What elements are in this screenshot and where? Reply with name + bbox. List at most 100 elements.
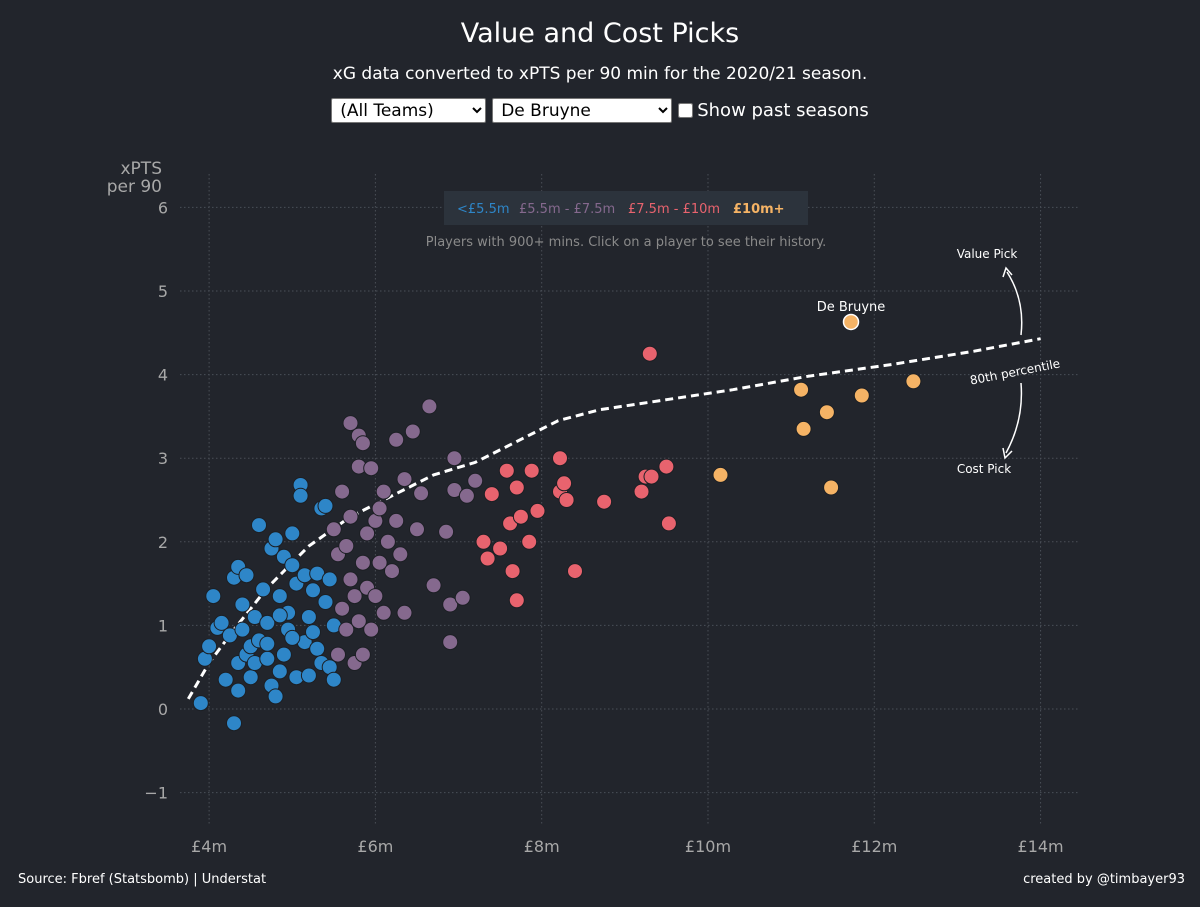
data-point-series-1[interactable] (375, 483, 392, 500)
data-point-series-0[interactable] (271, 663, 288, 680)
data-point-series-1[interactable] (409, 521, 425, 538)
data-point-series-1[interactable] (442, 634, 459, 651)
data-point-series-2[interactable] (475, 533, 492, 550)
data-point-series-1[interactable] (354, 554, 371, 571)
data-point-series-0[interactable] (255, 581, 272, 598)
data-point-series-0[interactable] (309, 640, 326, 657)
data-point-series-1[interactable] (379, 533, 396, 550)
data-point-series-3[interactable] (712, 466, 729, 483)
data-point-series-1[interactable] (467, 472, 484, 489)
data-point-series-0[interactable] (305, 624, 321, 641)
data-point-series-2[interactable] (558, 492, 575, 508)
data-point-series-2[interactable] (508, 592, 525, 609)
data-point-series-2[interactable] (643, 468, 660, 485)
data-point-series-2[interactable] (492, 540, 509, 557)
data-point-series-2[interactable] (596, 493, 613, 510)
data-point-series-1[interactable] (363, 460, 380, 477)
data-point-series-0[interactable] (230, 682, 247, 699)
data-point-series-0[interactable] (251, 517, 267, 534)
data-point-series-2[interactable] (498, 462, 515, 479)
legend-item-under-5-5m[interactable]: <£5.5m (457, 202, 510, 217)
data-point-series-1[interactable] (454, 589, 471, 606)
data-point-series-2[interactable] (633, 483, 650, 500)
data-point-series-0[interactable] (226, 715, 242, 732)
data-point-series-1[interactable] (384, 563, 400, 580)
past-seasons-checkbox[interactable] (678, 103, 694, 118)
data-point-series-0[interactable] (284, 525, 301, 542)
data-point-series-1[interactable] (350, 613, 367, 630)
data-point-series-1[interactable] (458, 487, 475, 504)
data-point-series-0[interactable] (305, 582, 321, 599)
data-point-series-1[interactable] (346, 588, 363, 605)
data-point-series-2[interactable] (529, 502, 546, 519)
data-point-series-2[interactable] (508, 479, 525, 496)
data-point-series-1[interactable] (396, 471, 413, 488)
data-point-series-1[interactable] (392, 546, 409, 563)
data-point-series-1[interactable] (354, 646, 371, 663)
data-point-series-2[interactable] (567, 563, 583, 580)
data-point-series-2[interactable] (556, 475, 573, 492)
data-point-series-1[interactable] (354, 435, 371, 452)
data-point-series-0[interactable] (271, 588, 288, 605)
data-point-series-3[interactable] (823, 479, 840, 496)
data-point-series-1[interactable] (342, 415, 359, 432)
data-point-series-0[interactable] (300, 667, 317, 684)
data-point-series-0[interactable] (217, 671, 234, 688)
past-seasons-toggle[interactable]: Show past seasons (678, 100, 869, 121)
data-point-series-0[interactable] (267, 688, 284, 705)
data-point-series-2[interactable] (504, 563, 521, 580)
data-point-series-1[interactable] (388, 512, 405, 529)
data-point-series-1[interactable] (359, 525, 376, 542)
data-point-series-1[interactable] (438, 523, 455, 540)
data-point-series-2[interactable] (483, 486, 500, 503)
data-point-series-1[interactable] (325, 521, 342, 538)
legend-item-10m-plus[interactable]: £10m+ (733, 202, 785, 217)
data-point-series-0[interactable] (242, 669, 259, 686)
data-point-series-1[interactable] (421, 398, 438, 415)
data-point-series-2[interactable] (658, 458, 675, 475)
team-select[interactable]: (All Teams) (331, 98, 487, 123)
data-point-series-1[interactable] (363, 621, 380, 638)
data-point-series-1[interactable] (334, 600, 351, 617)
data-point-series-2[interactable] (512, 508, 529, 525)
data-point-series-0[interactable] (271, 607, 288, 624)
data-point-series-0[interactable] (259, 614, 276, 631)
data-point-series-0[interactable] (325, 671, 342, 688)
data-point-series-0[interactable] (317, 594, 334, 610)
data-point-series-0[interactable] (213, 614, 230, 631)
data-point-series-2[interactable] (552, 450, 568, 467)
data-point-series-1[interactable] (338, 538, 355, 554)
highlighted-player-point[interactable] (842, 313, 860, 331)
data-point-series-0[interactable] (234, 621, 251, 638)
data-point-series-0[interactable] (192, 695, 209, 712)
data-point-series-2[interactable] (660, 515, 677, 532)
data-point-series-1[interactable] (330, 646, 346, 663)
data-point-series-0[interactable] (238, 567, 255, 584)
data-point-series-2[interactable] (641, 345, 658, 362)
data-point-series-0[interactable] (292, 487, 309, 504)
data-point-series-1[interactable] (334, 483, 351, 500)
data-point-series-1[interactable] (342, 571, 359, 588)
data-point-series-0[interactable] (234, 596, 251, 613)
data-point-series-1[interactable] (413, 485, 430, 502)
data-point-series-1[interactable] (342, 508, 359, 525)
data-point-series-0[interactable] (259, 650, 276, 667)
legend-item-7-5m-10m[interactable]: £7.5m - £10m (628, 202, 720, 217)
data-point-series-0[interactable] (259, 635, 276, 652)
data-point-series-0[interactable] (317, 497, 334, 514)
data-point-series-1[interactable] (446, 450, 463, 467)
data-point-series-2[interactable] (521, 533, 538, 550)
data-point-series-1[interactable] (425, 577, 442, 594)
data-point-series-3[interactable] (818, 404, 835, 421)
data-point-series-0[interactable] (205, 588, 222, 605)
data-point-series-3[interactable] (793, 381, 810, 398)
data-point-series-1[interactable] (338, 621, 355, 638)
data-point-series-0[interactable] (300, 609, 317, 625)
data-point-series-1[interactable] (404, 423, 421, 440)
data-point-series-3[interactable] (853, 387, 870, 404)
data-point-series-2[interactable] (479, 550, 496, 567)
data-point-series-1[interactable] (371, 554, 388, 571)
data-point-series-0[interactable] (284, 629, 301, 646)
data-point-series-3[interactable] (905, 373, 922, 390)
data-point-series-0[interactable] (284, 557, 301, 574)
